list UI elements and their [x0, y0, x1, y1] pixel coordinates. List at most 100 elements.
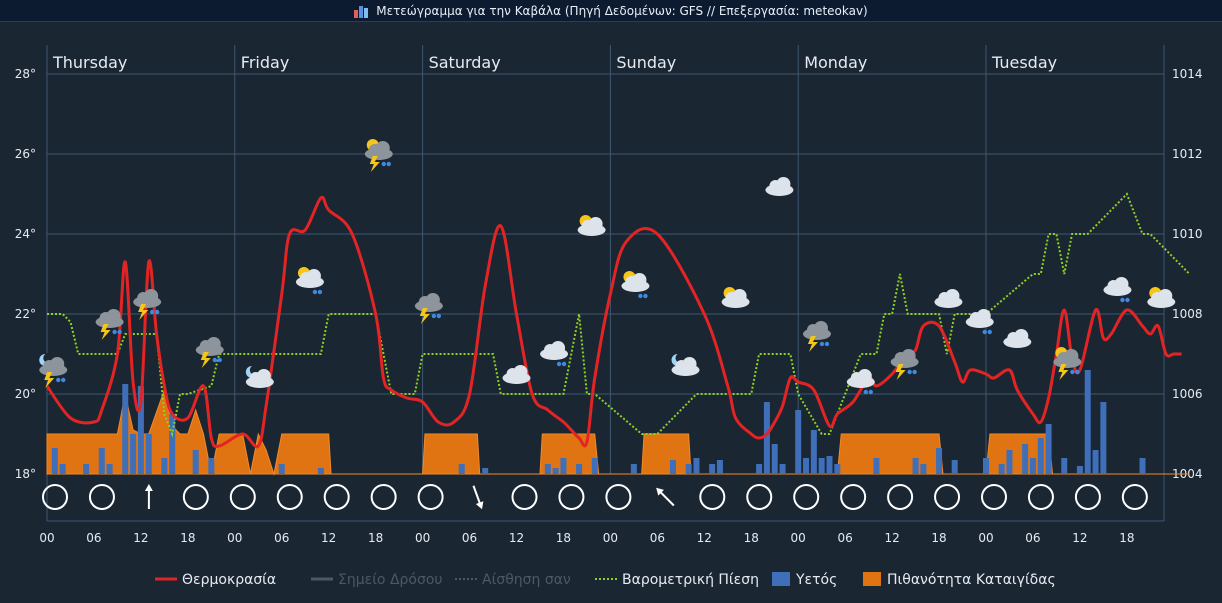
- precipitation-bar: [951, 460, 958, 474]
- raindrop-icon: [868, 389, 873, 395]
- wind-calm-circle: [182, 484, 209, 510]
- precipitation-bar: [51, 448, 58, 474]
- cloud-shape: [1014, 329, 1029, 343]
- lightning-icon: [369, 156, 380, 172]
- lightning-icon: [1058, 364, 1069, 380]
- lightning-icon: [200, 352, 211, 368]
- lightning-icon: [138, 304, 149, 320]
- raindrop-icon: [912, 369, 917, 375]
- precipitation-bar: [576, 464, 583, 474]
- thunderstorm-icon: [802, 321, 831, 352]
- raindrop-icon: [907, 369, 912, 375]
- raindrop-icon: [431, 313, 437, 319]
- cloud-shape: [776, 177, 791, 191]
- sun-rain-icon: [295, 267, 324, 295]
- y-right-tick-label: 1010: [1172, 227, 1203, 241]
- x-tick-label: 00: [39, 531, 54, 545]
- cloud-icon: [1003, 329, 1032, 348]
- precipitation-bar: [161, 458, 168, 474]
- wind-arrow-head: [475, 501, 484, 510]
- y-right-tick-label: 1012: [1172, 147, 1203, 161]
- day-label-monday: Monday: [804, 53, 867, 72]
- x-tick-label: 06: [1025, 531, 1040, 545]
- raindrop-icon: [1125, 297, 1130, 303]
- precipitation-bar: [208, 458, 215, 474]
- precipitation-bar: [771, 444, 778, 474]
- day-label-sunday: Sunday: [616, 53, 676, 72]
- precipitation-bar: [317, 468, 324, 474]
- cloud-shape: [551, 341, 566, 355]
- precipitation-bar: [803, 458, 810, 474]
- y-right-tick-label: 1008: [1172, 307, 1203, 321]
- cloud-shape: [732, 289, 747, 303]
- cloud-shape: [901, 349, 916, 363]
- cloud-shape: [144, 289, 159, 303]
- wind-arrow-icon: [144, 484, 153, 509]
- legend-precipitation-label: Υετός: [795, 572, 837, 588]
- cloud-shape: [306, 269, 321, 283]
- x-tick-label: 12: [133, 531, 148, 545]
- precipitation-bar: [98, 448, 105, 474]
- precipitation-bar: [1100, 402, 1107, 474]
- cloud-shape: [513, 365, 528, 379]
- day-label-thursday: Thursday: [52, 53, 127, 72]
- lightning-icon: [419, 308, 430, 324]
- legend-dewpoint-label: Σημείο Δρόσου: [338, 572, 443, 588]
- night-thunderstorm-icon: [39, 353, 68, 388]
- precipitation-bar: [1076, 466, 1083, 474]
- raindrop-icon: [212, 357, 217, 363]
- lightning-icon: [44, 372, 55, 388]
- precipitation-bar: [1022, 444, 1029, 474]
- wind-calm-circle: [793, 484, 820, 510]
- chart-app-icon: [354, 5, 369, 18]
- precipitation-bar: [106, 464, 113, 474]
- raindrop-icon: [117, 329, 122, 335]
- thunderstorm-icon: [133, 289, 162, 320]
- precipitation-bar: [795, 410, 802, 474]
- wind-calm-circle: [1121, 484, 1148, 510]
- precipitation-bar: [278, 464, 285, 474]
- raindrop-icon: [436, 313, 442, 319]
- wind-calm-circle: [746, 484, 773, 510]
- precipitation-bar: [716, 460, 723, 474]
- partly-cloudy-icon: [577, 215, 606, 236]
- cloud-rain-icon: [1103, 277, 1132, 303]
- cloud-shape: [375, 141, 390, 155]
- raindrop-icon: [217, 357, 222, 363]
- x-tick-label: 06: [274, 531, 289, 545]
- precipitation-bar: [130, 434, 137, 474]
- precipitation-bar: [983, 458, 989, 474]
- wind-calm-circle: [981, 484, 1007, 510]
- y-right-tick-label: 1014: [1172, 67, 1203, 81]
- cloud-shape: [256, 369, 271, 383]
- wind-calm-circle: [323, 484, 350, 510]
- x-tick-label: 12: [509, 531, 524, 545]
- precipitation-bar: [779, 464, 786, 474]
- day-label-saturday: Saturday: [429, 53, 501, 72]
- raindrop-icon: [56, 377, 61, 383]
- cloud-shape: [425, 293, 440, 307]
- raindrop-icon: [317, 289, 323, 295]
- raindrop-icon: [863, 389, 868, 395]
- wind-calm-circle: [1027, 484, 1054, 510]
- wind-calm-circle: [42, 484, 68, 510]
- cloud-shape: [50, 357, 65, 371]
- cloud-icon: [765, 177, 794, 196]
- cloud-shape: [106, 309, 121, 323]
- legend-feels_like-label: Αίσθηση σαν: [482, 572, 571, 588]
- sun-storm-icon: [1053, 347, 1082, 380]
- legend-storm_probability-label: Πιθανότητα Καταιγίδας: [887, 572, 1056, 588]
- cloud-shape: [1064, 349, 1079, 363]
- window-title: Μετεώγραμμα για την Καβάλα (Πηγή Δεδομέν…: [376, 3, 868, 18]
- precipitation-bar: [998, 464, 1005, 474]
- cloud-shape: [976, 309, 991, 323]
- raindrop-icon: [1070, 369, 1075, 375]
- precipitation-bar: [122, 384, 129, 474]
- precipitation-bar: [1061, 458, 1068, 474]
- x-tick-label: 00: [978, 531, 993, 545]
- raindrop-icon: [1075, 369, 1080, 375]
- raindrop-icon: [556, 361, 562, 367]
- precipitation-bar: [59, 464, 66, 474]
- precipitation-bar: [709, 464, 716, 474]
- raindrop-icon: [1120, 297, 1125, 303]
